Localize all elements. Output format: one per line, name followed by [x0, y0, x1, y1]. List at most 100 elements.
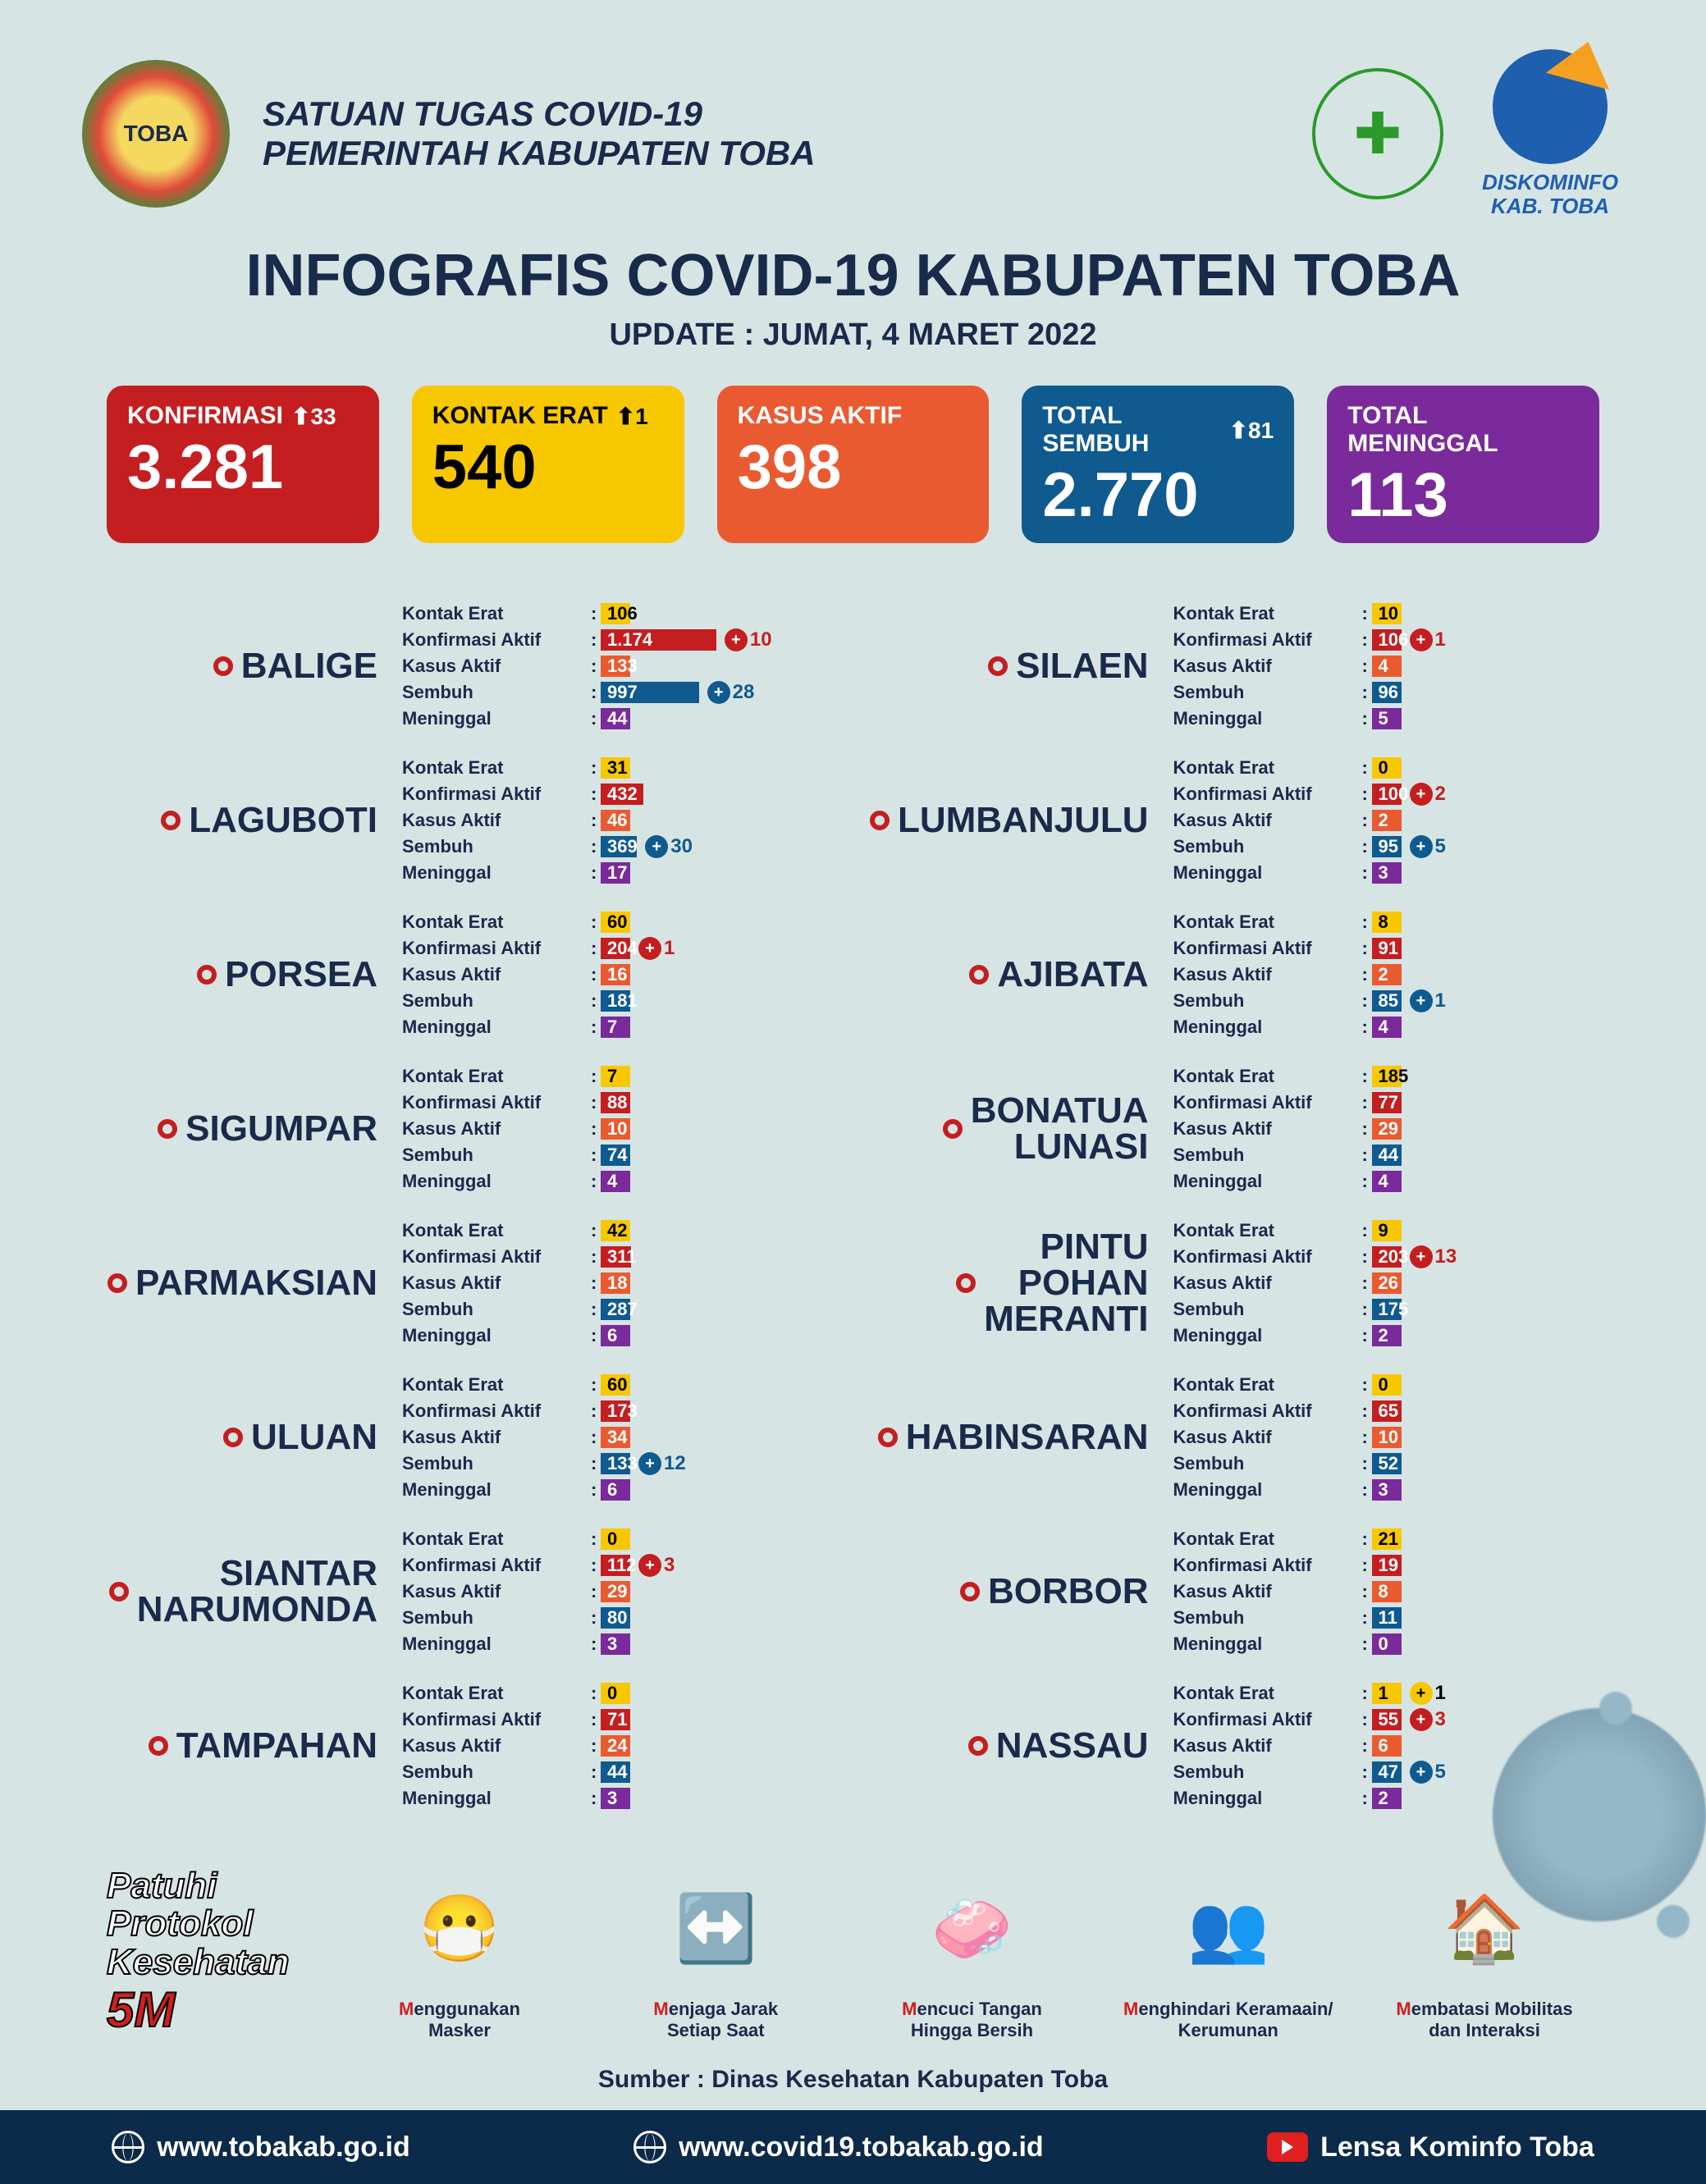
stat-bar: 8 [1372, 912, 1402, 933]
districts-right: SILAEN Kontak Erat : 10 Konfirmasi Aktif… [878, 601, 1600, 1834]
delta-badge: +5 [1410, 1761, 1446, 1784]
delta-badge: +1 [1410, 1682, 1446, 1705]
district-data: Kontak Erat : 60 Konfirmasi Aktif : 204 … [402, 909, 829, 1040]
stat-row: Konfirmasi Aktif : 100 +2 [1173, 781, 1600, 807]
stat-bar: 10 [1372, 1427, 1402, 1448]
district-name: PARMAKSIAN [107, 1218, 402, 1349]
stat-label: Sembuh [402, 1299, 591, 1320]
district-name: BORBOR [878, 1526, 1173, 1657]
stat-label: Kasus Aktif [1173, 964, 1362, 985]
stat-bar: 21 [1372, 1528, 1402, 1550]
stat-row: Kontak Erat : 42 [402, 1218, 829, 1244]
stat-row: Meninggal : 3 [402, 1785, 829, 1812]
stat-row: Meninggal : 17 [402, 860, 829, 886]
stat-label: Sembuh [402, 836, 591, 857]
stat-bar: 46 [601, 810, 630, 831]
stat-bar: 80 [601, 1607, 630, 1629]
stat-label: Kasus Aktif [402, 964, 591, 985]
stat-bar: 8 [1372, 1581, 1402, 1602]
card-label: KONTAK ERAT ⬆1 [432, 402, 664, 430]
stat-row: Kasus Aktif : 16 [402, 962, 829, 988]
stat-bar: 175 [1372, 1299, 1402, 1320]
stat-label: Sembuh [402, 1145, 591, 1166]
stat-label: Kasus Aktif [402, 656, 591, 677]
district-data: Kontak Erat : 9 Konfirmasi Aktif : 203 +… [1173, 1218, 1600, 1349]
footer-link[interactable]: Lensa Kominfo Toba [1267, 2131, 1594, 2163]
stat-bar: 19 [1372, 1555, 1402, 1576]
delta-badge: +12 [638, 1452, 686, 1475]
stat-label: Meninggal [1173, 1325, 1362, 1346]
footer-link[interactable]: www.tobakab.go.id [112, 2131, 410, 2163]
stat-row: Kontak Erat : 0 [1173, 755, 1600, 781]
card-value: 113 [1347, 464, 1579, 527]
stat-bar: 34 [601, 1427, 630, 1448]
stat-label: Kontak Erat [402, 603, 591, 624]
stat-label: Konfirmasi Aktif [402, 1400, 591, 1422]
stat-bar: 173 [601, 1400, 630, 1422]
stat-row: Kontak Erat : 7 [402, 1063, 829, 1090]
stat-row: Kasus Aktif : 26 [1173, 1270, 1600, 1296]
footer-link[interactable]: www.covid19.tobakab.go.id [633, 2131, 1044, 2163]
stat-bar: 88 [601, 1092, 630, 1113]
stat-label: Kontak Erat [402, 1066, 591, 1087]
district-dot-icon [969, 965, 989, 985]
protokol-heading: Patuhi Protokol Kesehatan 5M [107, 1867, 320, 2038]
stat-label: Konfirmasi Aktif [1173, 629, 1362, 651]
stat-label: Meninggal [1173, 1017, 1362, 1038]
stat-row: Meninggal : 7 [402, 1014, 829, 1040]
stat-bar: 112 [601, 1555, 630, 1576]
stat-row: Konfirmasi Aktif : 1.174 +10 [402, 627, 829, 653]
stat-label: Kasus Aktif [402, 1427, 591, 1448]
card-value: 540 [432, 436, 664, 499]
district-name: AJIBATA [878, 909, 1173, 1040]
stat-bar: 0 [601, 1683, 630, 1704]
stat-bar: 47 [1372, 1761, 1402, 1783]
stat-row: Konfirmasi Aktif : 71 [402, 1707, 829, 1733]
card-label: KONFIRMASI ⬆33 [127, 402, 359, 430]
stat-label: Meninggal [1173, 1479, 1362, 1501]
stat-row: Kontak Erat : 21 [1173, 1526, 1600, 1552]
stat-label: Meninggal [1173, 1633, 1362, 1655]
district-name: TAMPAHAN [107, 1680, 402, 1812]
stat-label: Kontak Erat [1173, 757, 1362, 779]
stat-label: Meninggal [1173, 708, 1362, 729]
protokol-icon: 🧼 [911, 1867, 1034, 1990]
stat-label: Sembuh [402, 990, 591, 1012]
stat-label: Konfirmasi Aktif [402, 784, 591, 805]
stat-label: Kontak Erat [1173, 1220, 1362, 1241]
stat-row: Konfirmasi Aktif : 112 +3 [402, 1552, 829, 1579]
stat-row: Konfirmasi Aktif : 106 +1 [1173, 627, 1600, 653]
district-data: Kontak Erat : 60 Konfirmasi Aktif : 173 … [402, 1372, 829, 1503]
stat-label: Kasus Aktif [1173, 1427, 1362, 1448]
card-label: KASUS AKTIF [738, 402, 969, 430]
district: BALIGE Kontak Erat : 106 Konfirmasi Akti… [107, 601, 829, 732]
stat-row: Kasus Aktif : 8 [1173, 1579, 1600, 1605]
stat-bar: 26 [1372, 1272, 1402, 1294]
stat-row: Kasus Aktif : 2 [1173, 962, 1600, 988]
stat-bar: 287 [601, 1299, 630, 1320]
stat-bar: 29 [601, 1581, 630, 1602]
summary-card: KONFIRMASI ⬆33 3.281 [107, 386, 379, 543]
footer: www.tobakab.go.id www.covid19.tobakab.go.… [0, 2110, 1706, 2184]
stat-label: Meninggal [402, 1479, 591, 1501]
stat-label: Sembuh [1173, 836, 1362, 857]
district-data: Kontak Erat : 0 Konfirmasi Aktif : 112 +… [402, 1526, 829, 1657]
stat-bar: 18 [601, 1272, 630, 1294]
stat-bar: 5 [1372, 708, 1402, 729]
summary-card: TOTAL MENINGGAL 113 [1327, 386, 1599, 543]
district: BONATUALUNASI Kontak Erat : 185 Konfirma… [878, 1063, 1600, 1195]
stat-bar: 44 [601, 1761, 630, 1783]
stat-label: Konfirmasi Aktif [1173, 1092, 1362, 1113]
stat-label: Kasus Aktif [402, 1272, 591, 1294]
stat-bar: 204 [601, 938, 630, 959]
stat-bar: 133 [601, 656, 630, 677]
stat-label: Meninggal [402, 1788, 591, 1809]
logo-bakti-husada [1312, 68, 1443, 199]
stat-label: Kontak Erat [402, 1528, 591, 1550]
stat-row: Kasus Aktif : 34 [402, 1424, 829, 1451]
stat-bar: 3 [1372, 862, 1402, 884]
kominfo-l1: DISKOMINFO [1482, 170, 1618, 194]
update-date: UPDATE : JUMAT, 4 MARET 2022 [82, 318, 1624, 353]
stat-label: Kasus Aktif [402, 1118, 591, 1140]
stat-bar: 0 [1372, 1633, 1402, 1655]
